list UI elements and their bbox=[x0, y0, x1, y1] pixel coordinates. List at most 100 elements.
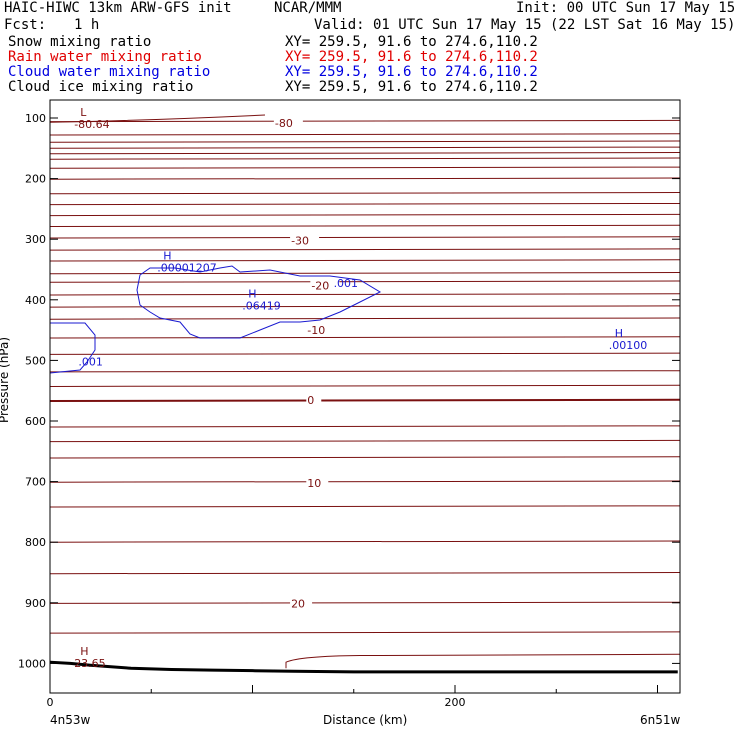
isotherm-label: 0 bbox=[307, 394, 314, 407]
extremum-mark: H bbox=[248, 288, 256, 301]
isotherm-line bbox=[49, 177, 681, 180]
isotherm-line bbox=[49, 370, 681, 373]
terrain-layer bbox=[49, 660, 678, 674]
y-axis-label: Pressure (hPa) bbox=[0, 336, 11, 424]
cloud-water-contour bbox=[136, 265, 382, 339]
isotherm-line bbox=[49, 114, 266, 123]
isotherm-line bbox=[49, 280, 681, 283]
isotherm-line bbox=[285, 653, 681, 669]
contour-label-bg bbox=[310, 279, 340, 292]
x-endpoint-right: 6n51w bbox=[640, 713, 681, 727]
cloud-water-contour bbox=[49, 322, 96, 374]
contour-labels: -80-30-20-1001020.001.001L-80.64H23.65H.… bbox=[74, 106, 647, 670]
field-xy-cloud-water: XY= 259.5, 91.6 to 274.6,110.2 bbox=[285, 64, 538, 80]
init-time: Init: 00 UTC Sun 17 May 15 bbox=[516, 0, 736, 16]
isotherm-line bbox=[49, 352, 681, 355]
isotherm-line bbox=[49, 202, 681, 206]
field-name-cloud-ice: Cloud ice mixing ratio bbox=[8, 79, 194, 95]
y-tick-label: 300 bbox=[25, 233, 46, 246]
cloud-water-label: .001 bbox=[78, 356, 103, 369]
isotherm-line bbox=[49, 157, 681, 160]
isotherm-line bbox=[49, 572, 681, 575]
isotherm-line bbox=[49, 224, 681, 227]
isotherm-line bbox=[49, 505, 681, 508]
contour-label-bg bbox=[290, 234, 320, 247]
isotherm-line bbox=[49, 236, 681, 239]
cloud-water-label: .001 bbox=[334, 277, 359, 290]
plot-frame bbox=[49, 99, 681, 694]
isotherm-label: 10 bbox=[307, 477, 321, 490]
extremum-mark: L bbox=[80, 106, 87, 119]
extremum-value: .00001207 bbox=[157, 261, 217, 274]
x-axis-label: Distance (km) bbox=[323, 713, 408, 727]
terrain-surface bbox=[49, 660, 678, 674]
field-name-cloud-water: Cloud water mixing ratio bbox=[8, 64, 211, 80]
y-tick-label: 1000 bbox=[18, 657, 46, 670]
isotherm-label: -80 bbox=[275, 117, 293, 130]
isotherm-line bbox=[49, 439, 681, 443]
extremum-mark: H bbox=[80, 645, 88, 658]
isotherm-line bbox=[49, 540, 681, 543]
isotherm-line bbox=[49, 133, 681, 136]
isotherm-line bbox=[49, 425, 681, 428]
contour-label-bg bbox=[306, 393, 322, 406]
y-tick-label: 900 bbox=[25, 597, 46, 610]
field-name-snow: Snow mixing ratio bbox=[8, 34, 152, 50]
isotherm-line bbox=[49, 259, 681, 262]
isotherm-line bbox=[49, 152, 681, 155]
contour-label-bg bbox=[290, 597, 313, 610]
y-tick-label: 500 bbox=[25, 354, 46, 367]
y-tick-label: 800 bbox=[25, 536, 46, 549]
isotherm-line bbox=[49, 272, 681, 275]
isotherm-line bbox=[49, 146, 681, 149]
x-tick-label: 200 bbox=[445, 696, 466, 709]
isotherm-label: -30 bbox=[291, 234, 309, 247]
isotherm-line bbox=[49, 336, 681, 339]
isotherm-line bbox=[49, 192, 681, 195]
extremum-value: .00100 bbox=[609, 339, 648, 352]
y-tick-label: 200 bbox=[25, 173, 46, 186]
isotherm-line bbox=[49, 456, 681, 459]
isotherm-line bbox=[49, 480, 681, 483]
field-xy-rain: XY= 259.5, 91.6 to 274.6,110.2 bbox=[285, 49, 538, 65]
forecast-label: Fcst: bbox=[4, 17, 47, 33]
extremum-value: .06419 bbox=[242, 300, 281, 313]
valid-time: Valid: 01 UTC Sun 17 May 15 (22 LST Sat … bbox=[314, 17, 736, 33]
isotherm-line bbox=[49, 119, 681, 123]
isotherm-label: 20 bbox=[291, 597, 305, 610]
isotherm-label: -10 bbox=[307, 324, 325, 337]
isotherm-lines bbox=[49, 114, 681, 669]
contour-label-bg bbox=[306, 476, 329, 489]
y-tick-label: 600 bbox=[25, 415, 46, 428]
isotherm-line bbox=[49, 631, 681, 634]
isotherm-line bbox=[49, 398, 681, 403]
contour-label-bg bbox=[306, 324, 336, 337]
isotherm-line bbox=[49, 384, 681, 387]
cloud-water-contours bbox=[49, 265, 382, 374]
isotherm-line bbox=[49, 293, 681, 296]
isotherm-line bbox=[49, 248, 681, 251]
y-tick-label: 400 bbox=[25, 294, 46, 307]
x-endpoint-left: 4n53w bbox=[50, 713, 91, 727]
extremum-value: -80.64 bbox=[74, 118, 109, 131]
isotherm-line bbox=[49, 166, 681, 169]
isotherm-line bbox=[49, 140, 681, 143]
isotherm-line bbox=[49, 305, 681, 308]
contour-label-bg bbox=[273, 116, 303, 129]
center-name: NCAR/MMM bbox=[274, 0, 342, 16]
field-xy-snow: XY= 259.5, 91.6 to 274.6,110.2 bbox=[285, 34, 538, 50]
extremum-value: 23.65 bbox=[74, 657, 106, 670]
extremum-mark: H bbox=[163, 249, 171, 262]
isotherm-line bbox=[49, 601, 681, 604]
extremum-mark: H bbox=[615, 327, 623, 340]
isotherm-label: -20 bbox=[311, 279, 329, 292]
y-tick-label: 700 bbox=[25, 476, 46, 489]
field-name-rain: Rain water mixing ratio bbox=[8, 49, 202, 65]
isotherm-line bbox=[49, 213, 681, 217]
x-tick-label: 0 bbox=[47, 696, 54, 709]
field-xy-cloud-ice: XY= 259.5, 91.6 to 274.6,110.2 bbox=[285, 79, 538, 95]
title-left: HAIC-HIWC 13km ARW-GFS init bbox=[4, 0, 232, 16]
isotherm-line bbox=[49, 317, 681, 320]
